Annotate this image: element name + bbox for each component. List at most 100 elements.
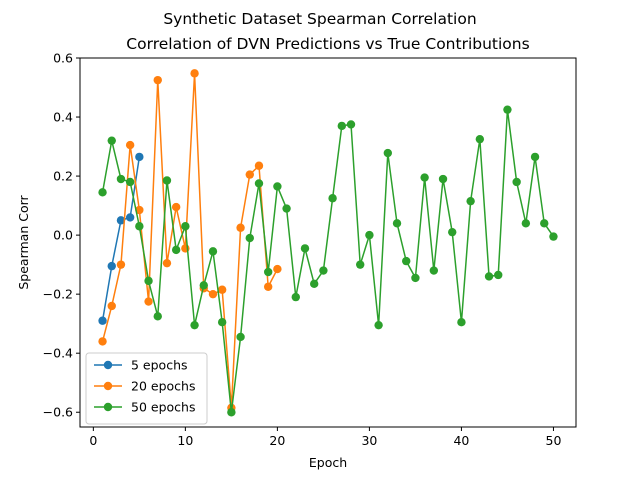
data-point	[254, 179, 264, 188]
data-point	[448, 227, 457, 237]
data-point	[162, 176, 172, 185]
data-point	[227, 408, 236, 417]
y-tick-label: −0.4	[43, 346, 73, 361]
data-point	[346, 120, 356, 129]
data-point	[135, 205, 144, 215]
data-point	[273, 182, 282, 191]
data-point	[125, 140, 135, 150]
data-point	[236, 332, 245, 342]
data-point	[116, 174, 126, 184]
series-layer	[98, 69, 558, 417]
x-tick-label: 10	[177, 433, 193, 448]
data-point	[217, 318, 227, 327]
legend-item: 20 epochs	[94, 379, 195, 394]
data-point	[374, 320, 383, 330]
data-point	[171, 245, 181, 255]
data-point	[98, 337, 107, 346]
data-point	[135, 152, 144, 162]
data-point	[521, 219, 531, 228]
data-point	[530, 152, 540, 162]
x-axis-label: Epoch	[309, 455, 347, 470]
data-point	[236, 223, 245, 232]
y-tick-label: 0.4	[53, 110, 73, 125]
legend-label: 50 epochs	[131, 400, 195, 415]
y-axis-label: Spearman Corr	[16, 194, 31, 289]
x-tick-label: 40	[453, 433, 469, 448]
data-point	[190, 320, 199, 330]
data-point	[208, 289, 218, 299]
legend-marker	[103, 381, 113, 391]
data-point	[107, 261, 116, 271]
data-point	[263, 282, 273, 291]
data-point	[107, 301, 116, 311]
data-point	[402, 256, 411, 266]
x-tick-label: 0	[89, 433, 97, 448]
data-point	[171, 202, 181, 212]
legend-marker	[103, 360, 113, 370]
series-line	[101, 108, 555, 413]
x-tick-label: 50	[546, 433, 562, 448]
data-point	[217, 285, 227, 294]
data-point	[98, 188, 107, 197]
data-point	[245, 233, 254, 243]
data-point	[319, 266, 328, 275]
data-point	[181, 222, 190, 231]
chart-title: Synthetic Dataset Spearman Correlation	[163, 10, 476, 28]
legend-label: 20 epochs	[131, 379, 195, 394]
data-point	[429, 266, 439, 275]
axis-ticks: 0 10 20 30 40 50 −0.6 −0.4 −0.2 0.0 0.2 0.4 0.6	[43, 51, 562, 449]
y-tick-label: −0.6	[43, 405, 73, 420]
data-point	[135, 222, 144, 231]
data-point	[411, 273, 420, 283]
data-point	[153, 75, 162, 85]
data-point	[116, 260, 126, 269]
data-point	[383, 148, 393, 158]
data-point	[540, 219, 549, 228]
data-point	[337, 121, 346, 131]
data-point	[144, 276, 153, 286]
data-point	[328, 194, 337, 203]
legend-marker	[103, 402, 113, 412]
data-point	[291, 292, 300, 302]
data-point	[420, 173, 429, 182]
data-point	[98, 316, 107, 325]
legend-label: 5 epochs	[131, 358, 188, 373]
data-point	[457, 318, 466, 327]
data-point	[365, 230, 374, 240]
y-tick-label: 0.0	[53, 228, 73, 243]
data-point	[282, 204, 291, 213]
data-point	[438, 174, 448, 184]
legend-item: 50 epochs	[94, 400, 195, 415]
data-point	[190, 69, 199, 78]
data-point	[107, 136, 116, 145]
y-tick-label: −0.2	[43, 287, 73, 302]
data-point	[144, 297, 153, 306]
data-point	[300, 244, 310, 253]
data-point	[549, 232, 558, 241]
data-point	[116, 216, 126, 225]
data-point	[475, 134, 485, 144]
data-point	[484, 272, 494, 281]
chart-subtitle: Correlation of DVN Predictions vs True C…	[126, 35, 529, 53]
legend-item: 5 epochs	[94, 358, 188, 373]
data-point	[263, 267, 273, 277]
data-point	[310, 279, 319, 289]
x-tick-label: 20	[269, 433, 285, 448]
data-point	[245, 170, 254, 179]
data-point	[162, 258, 172, 268]
data-point	[512, 177, 521, 187]
data-point	[503, 105, 512, 114]
y-tick-label: 0.6	[53, 51, 73, 66]
data-point	[466, 196, 475, 206]
plot-frame	[79, 57, 577, 428]
legend: 5 epochs 20 epochs 50 epochs	[85, 352, 208, 425]
data-point	[494, 270, 503, 280]
y-tick-label: 0.2	[53, 169, 73, 184]
series-1	[98, 152, 144, 325]
data-point	[273, 264, 282, 274]
data-point	[392, 219, 402, 228]
data-point	[125, 213, 135, 222]
series-3	[98, 105, 558, 417]
data-point	[208, 247, 218, 256]
